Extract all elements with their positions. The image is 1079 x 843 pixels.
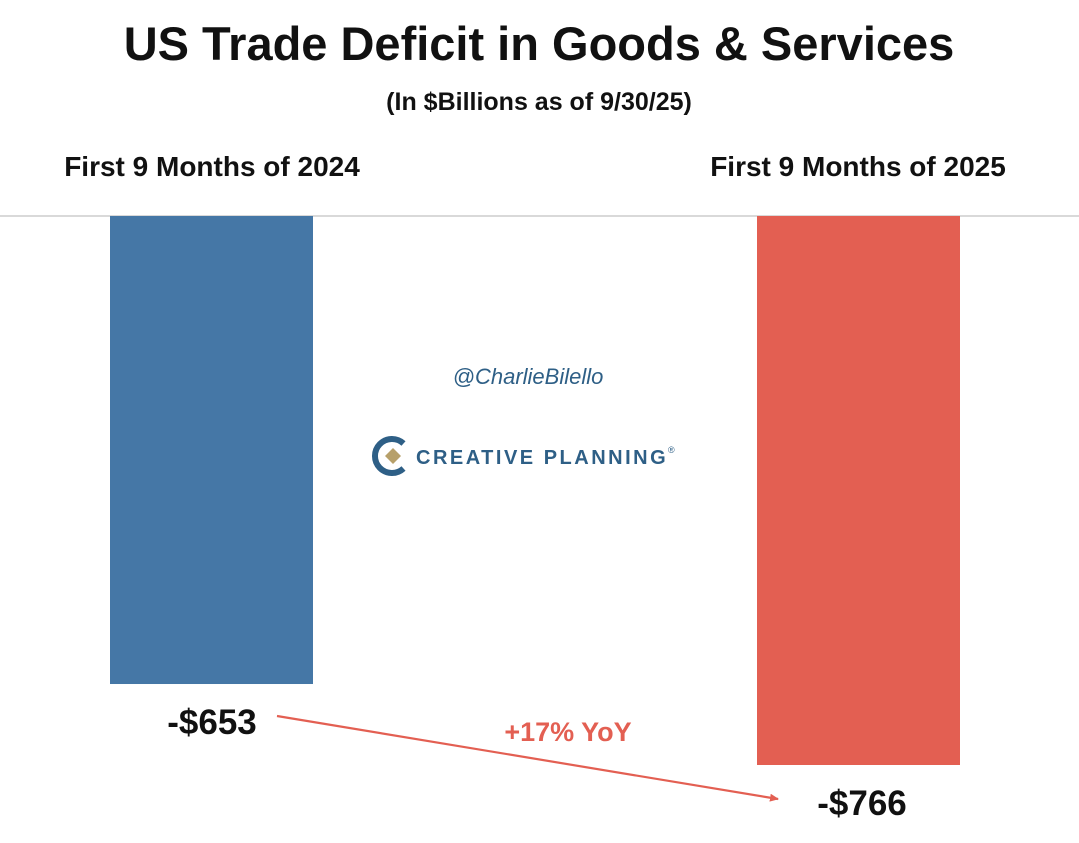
value-label-2024: -$653 xyxy=(167,703,257,742)
category-label-2025: First 9 Months of 2025 xyxy=(710,151,1006,182)
watermark-brand-mark: ® xyxy=(668,445,675,455)
creative-planning-logo-icon xyxy=(372,436,406,476)
bar-2025 xyxy=(757,216,960,765)
chart-title: US Trade Deficit in Goods & Services xyxy=(124,17,955,70)
watermark-brand: CREATIVE PLANNING xyxy=(416,447,668,469)
chart-subtitle: (In $Billions as of 9/30/25) xyxy=(386,88,692,116)
watermark-handle: @CharlieBilello xyxy=(453,364,604,389)
value-label-2025: -$766 xyxy=(817,784,907,823)
category-label-2024: First 9 Months of 2024 xyxy=(64,151,360,182)
bar-2024 xyxy=(110,216,313,685)
yoy-arrow xyxy=(276,714,779,802)
yoy-annotation: +17% YoY xyxy=(504,717,631,747)
